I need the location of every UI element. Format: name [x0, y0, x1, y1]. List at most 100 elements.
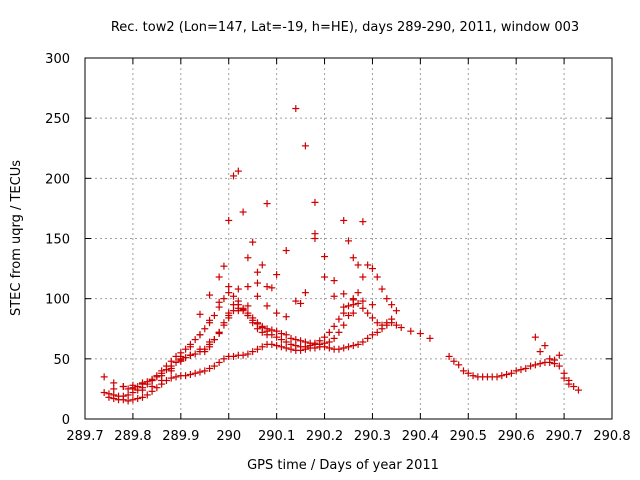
data-point — [182, 372, 190, 380]
y-axis-label: STEC from uqrg / TECUs — [9, 160, 24, 316]
data-point — [239, 304, 247, 312]
data-point — [249, 238, 257, 246]
series-3 — [124, 261, 400, 393]
data-point — [134, 395, 142, 403]
data-point — [517, 366, 525, 374]
data-point — [220, 295, 228, 303]
data-point — [330, 334, 338, 342]
series-2 — [105, 296, 396, 400]
data-point — [225, 289, 233, 297]
data-point — [186, 343, 194, 351]
data-point — [230, 172, 238, 180]
data-point — [249, 319, 257, 327]
data-point — [129, 396, 137, 404]
data-point — [186, 370, 194, 378]
data-point — [349, 254, 357, 262]
data-point — [354, 261, 362, 269]
series-9 — [531, 333, 573, 388]
data-point — [368, 314, 376, 322]
data-point — [273, 271, 281, 279]
data-point — [186, 351, 194, 359]
data-point — [148, 383, 156, 391]
data-point — [263, 283, 271, 291]
data-point — [244, 312, 252, 320]
data-point — [129, 385, 137, 393]
data-point — [345, 343, 352, 351]
data-point — [282, 331, 290, 339]
data-point — [220, 319, 228, 327]
data-point — [253, 345, 261, 353]
data-point — [277, 330, 285, 338]
data-point — [364, 309, 372, 317]
chart-title: Rec. tow2 (Lon=147, Lat=-19, h=HE), days… — [111, 20, 579, 35]
y-tick-label: 150 — [45, 233, 70, 248]
data-point — [340, 216, 348, 224]
x-tick-label: 289.8 — [114, 429, 151, 444]
data-point — [263, 331, 271, 339]
data-point — [551, 360, 559, 368]
data-point — [148, 376, 156, 384]
data-point — [292, 342, 300, 350]
data-point — [119, 392, 127, 400]
x-tick-label: 289.7 — [66, 429, 103, 444]
y-tick-label: 100 — [45, 293, 70, 308]
data-point — [325, 338, 333, 346]
data-point — [196, 345, 204, 353]
data-point — [263, 325, 271, 333]
data-point — [301, 289, 309, 297]
data-point — [560, 374, 568, 382]
data-point — [349, 309, 357, 317]
data-point — [555, 362, 563, 370]
data-point — [119, 383, 127, 391]
x-axis-label: GPS time / Days of year 2011 — [247, 458, 439, 473]
data-points — [100, 105, 582, 405]
data-point — [206, 364, 214, 372]
data-point — [239, 208, 247, 216]
data-point — [206, 291, 214, 299]
data-point — [531, 333, 539, 341]
x-tick-label: 290 — [216, 429, 241, 444]
data-point — [201, 367, 209, 375]
x-tick-label: 290.5 — [450, 429, 487, 444]
data-point — [143, 378, 151, 386]
data-point — [321, 339, 329, 347]
x-tick-label: 290.3 — [354, 429, 391, 444]
data-point — [455, 361, 463, 369]
data-point — [378, 321, 386, 329]
data-point — [292, 105, 300, 113]
data-point — [359, 218, 367, 226]
data-point — [110, 391, 118, 399]
data-point — [536, 348, 544, 356]
data-point — [397, 324, 405, 332]
data-point — [167, 374, 175, 382]
data-point — [234, 285, 242, 293]
data-point — [273, 309, 281, 317]
data-point — [392, 307, 400, 315]
data-point — [268, 326, 276, 334]
data-point — [244, 254, 252, 262]
data-point — [292, 297, 300, 305]
data-point — [383, 295, 391, 303]
data-point — [234, 297, 242, 305]
data-point — [172, 373, 180, 381]
data-point — [383, 319, 391, 327]
data-point — [349, 301, 357, 309]
x-tick-label: 290.2 — [306, 429, 343, 444]
data-point — [321, 333, 329, 341]
data-point — [297, 299, 305, 307]
data-point — [220, 355, 228, 363]
data-point — [167, 357, 175, 365]
data-point — [158, 376, 166, 384]
data-point — [210, 312, 218, 320]
data-point — [507, 369, 515, 377]
data-point — [177, 352, 185, 360]
data-point — [388, 315, 396, 323]
data-point — [373, 328, 381, 336]
data-point — [450, 357, 458, 365]
data-point — [124, 397, 132, 405]
x-tick-label: 290.8 — [593, 429, 630, 444]
data-point — [230, 292, 238, 300]
data-point — [345, 302, 352, 310]
data-point — [282, 247, 290, 255]
y-tick-label: 50 — [53, 353, 70, 368]
